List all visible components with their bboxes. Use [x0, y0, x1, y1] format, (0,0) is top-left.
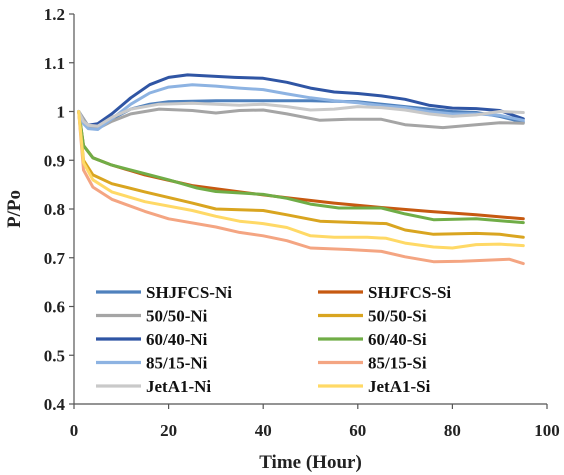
series-line-85-15-si — [77, 110, 525, 266]
y-tick-label: 0.9 — [44, 151, 65, 170]
axes-layer: 0.4 0.5 0.6 0.7 0.8 0.9 1 1.1 1.2 0 20 40 60 80 100 — [44, 5, 560, 440]
series-line-60-40-ni — [77, 73, 525, 127]
legend-label: 85/15-Si — [368, 354, 427, 373]
y-tick-label: 0.8 — [44, 200, 65, 219]
y-tick-label: 0.5 — [44, 346, 65, 365]
x-tick-label: 40 — [255, 421, 272, 440]
y-tick-label: 1 — [57, 103, 66, 122]
y-tick-label: 0.6 — [44, 298, 65, 317]
series-line-jeta1-ni — [77, 101, 525, 128]
y-tick-label: 0.4 — [44, 395, 66, 414]
legend-label: 60/40-Si — [368, 330, 427, 349]
y-tick-label: 1.2 — [44, 5, 65, 24]
legend-label: 50/50-Si — [368, 307, 427, 326]
series-line-85-15-ni — [77, 83, 525, 131]
series-line-50-50-ni — [77, 107, 525, 131]
legend: SHJFCS-Ni SHJFCS-Si 50/50-Ni 50/50-Si 60/40-… — [96, 283, 451, 396]
x-tick-label: 100 — [534, 421, 560, 440]
y-tick-label: 1.1 — [44, 54, 65, 73]
series-line-60-40-si — [77, 110, 525, 225]
x-tick-label: 80 — [444, 421, 461, 440]
x-tick-label: 60 — [349, 421, 366, 440]
legend-label: 85/15-Ni — [146, 354, 208, 373]
x-tick-label: 20 — [160, 421, 177, 440]
series-line-jeta1-si — [77, 110, 525, 250]
legend-label: JetA1-Si — [368, 377, 431, 396]
legend-label: SHJFCS-Ni — [146, 283, 232, 302]
x-tick-label: 0 — [70, 421, 79, 440]
y-tick-label: 0.7 — [44, 249, 66, 268]
y-axis-title: P/Po — [4, 190, 25, 228]
series-line-50-50-si — [77, 110, 525, 239]
series-layer — [77, 73, 525, 266]
legend-label: 50/50-Ni — [146, 307, 208, 326]
x-axis-title: Time (Hour) — [259, 452, 362, 473]
legend-label: SHJFCS-Si — [368, 283, 451, 302]
legend-label: JetA1-Ni — [146, 377, 211, 396]
legend-label: 60/40-Ni — [146, 330, 208, 349]
